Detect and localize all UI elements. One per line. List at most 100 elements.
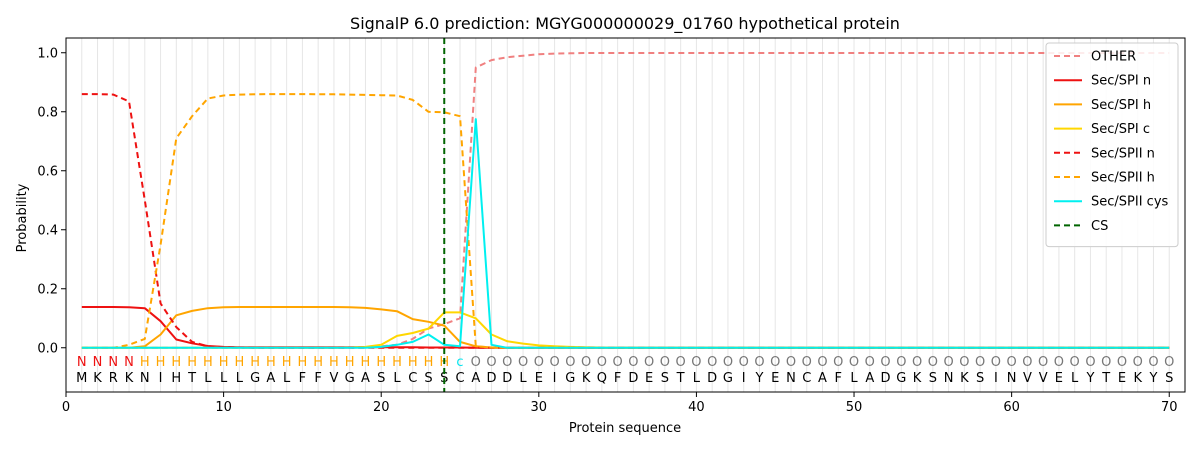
residue-letter: V bbox=[1023, 371, 1032, 386]
series-line-sec-spii-cys bbox=[81, 118, 1170, 349]
region-label: O bbox=[865, 355, 875, 370]
residue-letter: D bbox=[628, 371, 638, 386]
region-label: O bbox=[581, 355, 591, 370]
grid-layer bbox=[81, 38, 1170, 392]
region-label: O bbox=[518, 355, 528, 370]
residue-letter: L bbox=[220, 371, 228, 386]
y-tick-label: 0.6 bbox=[37, 164, 58, 179]
region-label: O bbox=[802, 355, 812, 370]
residue-letter: S bbox=[976, 371, 984, 386]
region-label: O bbox=[486, 355, 496, 370]
region-label: H bbox=[234, 355, 244, 370]
residue-letter: I bbox=[994, 371, 998, 386]
residue-letter: Y bbox=[1085, 371, 1094, 386]
residue-letter: I bbox=[553, 371, 557, 386]
region-label: O bbox=[565, 355, 575, 370]
residue-letter: S bbox=[661, 371, 669, 386]
region-label: O bbox=[644, 355, 654, 370]
region-label: N bbox=[108, 355, 118, 370]
region-label: H bbox=[345, 355, 355, 370]
residue-letter: K bbox=[93, 371, 102, 386]
residue-letter: I bbox=[742, 371, 746, 386]
residue-letter: C bbox=[408, 371, 417, 386]
legend-label: Sec/SPII h bbox=[1091, 171, 1155, 186]
region-label: O bbox=[739, 355, 749, 370]
region-label: O bbox=[849, 355, 859, 370]
legend-label: Sec/SPI h bbox=[1091, 98, 1151, 113]
residue-letter: A bbox=[818, 371, 827, 386]
residue-letter: R bbox=[109, 371, 118, 386]
region-label: O bbox=[896, 355, 906, 370]
series-line-sec-spi-h bbox=[81, 306, 1170, 349]
x-tick-label: 30 bbox=[531, 400, 548, 415]
region-label: H bbox=[313, 355, 323, 370]
series-layer bbox=[81, 38, 1170, 392]
residue-letter: S bbox=[929, 371, 937, 386]
region-label: O bbox=[597, 355, 607, 370]
region-label: O bbox=[676, 355, 686, 370]
region-label: O bbox=[1085, 355, 1095, 370]
region-label: O bbox=[1164, 355, 1174, 370]
region-label: H bbox=[392, 355, 402, 370]
residue-letter: G bbox=[250, 371, 260, 386]
residue-letter: Y bbox=[754, 371, 763, 386]
region-label: O bbox=[471, 355, 481, 370]
residue-letter: E bbox=[645, 371, 653, 386]
region-label: O bbox=[880, 355, 890, 370]
residue-letter: H bbox=[171, 371, 181, 386]
residue-letter: A bbox=[361, 371, 370, 386]
residue-letter: E bbox=[1055, 371, 1063, 386]
residue-letter: L bbox=[519, 371, 527, 386]
region-label: O bbox=[1007, 355, 1017, 370]
region-label: O bbox=[1101, 355, 1111, 370]
y-tick-label: 1.0 bbox=[37, 46, 58, 61]
region-label: H bbox=[298, 355, 308, 370]
region-label: H bbox=[250, 355, 260, 370]
region-label: O bbox=[786, 355, 796, 370]
residue-letter: Y bbox=[1149, 371, 1158, 386]
residue-letter: F bbox=[299, 371, 306, 386]
residue-letter: N bbox=[140, 371, 150, 386]
region-label: O bbox=[723, 355, 733, 370]
residue-letter: L bbox=[850, 371, 858, 386]
region-label: O bbox=[691, 355, 701, 370]
residue-letter: M bbox=[76, 371, 87, 386]
region-label: O bbox=[660, 355, 670, 370]
region-label: H bbox=[376, 355, 386, 370]
residue-letter: G bbox=[896, 371, 906, 386]
residue-letter: G bbox=[345, 371, 355, 386]
residue-letter: N bbox=[944, 371, 954, 386]
residue-letter: S bbox=[1165, 371, 1173, 386]
region-label: O bbox=[1038, 355, 1048, 370]
region-label: H bbox=[156, 355, 166, 370]
region-label: H bbox=[361, 355, 371, 370]
residue-letter: A bbox=[865, 371, 874, 386]
region-label: O bbox=[991, 355, 1001, 370]
region-label: O bbox=[1117, 355, 1127, 370]
residue-letter: D bbox=[487, 371, 497, 386]
residue-letter: D bbox=[502, 371, 512, 386]
residue-letter: V bbox=[1039, 371, 1048, 386]
region-label: O bbox=[1054, 355, 1064, 370]
region-label: O bbox=[912, 355, 922, 370]
region-label: H bbox=[203, 355, 213, 370]
series-line-sec-spi-n bbox=[81, 306, 1170, 349]
residue-letter: L bbox=[283, 371, 291, 386]
y-tick-label: 0.4 bbox=[37, 223, 58, 238]
legend-label: CS bbox=[1091, 219, 1108, 234]
residue-letter: K bbox=[1133, 371, 1142, 386]
region-label: c bbox=[456, 355, 463, 370]
legend-label: Sec/SPI n bbox=[1091, 74, 1151, 89]
residue-letter: K bbox=[960, 371, 969, 386]
region-label: O bbox=[754, 355, 764, 370]
residue-letter: D bbox=[707, 371, 717, 386]
region-label: O bbox=[1070, 355, 1080, 370]
residue-letter: A bbox=[266, 371, 275, 386]
series-line-other bbox=[81, 52, 1170, 349]
residue-letter: K bbox=[125, 371, 134, 386]
region-label: O bbox=[817, 355, 827, 370]
residue-letter: F bbox=[314, 371, 321, 386]
residue-letter: E bbox=[1118, 371, 1126, 386]
